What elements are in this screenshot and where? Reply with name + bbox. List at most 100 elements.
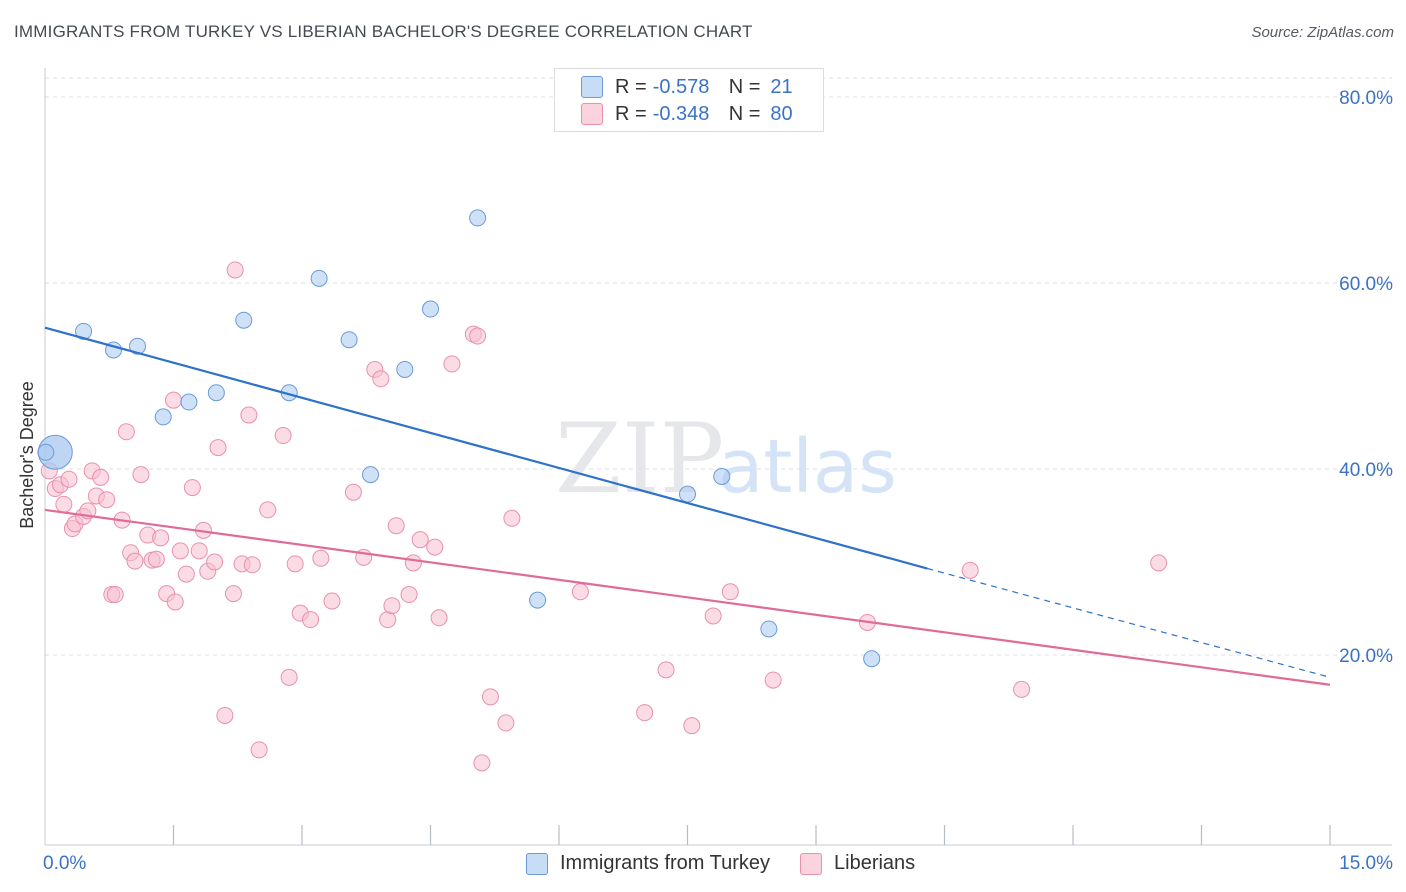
liberians-point — [152, 529, 170, 547]
liberians-point — [344, 483, 362, 501]
liberians-point — [126, 552, 144, 570]
liberians-points — [40, 261, 1168, 772]
liberians-point — [132, 466, 150, 484]
bottom-legend-swatch-liberians — [800, 852, 822, 875]
y-axis-label: Bachelor's Degree — [17, 381, 37, 529]
liberians-point — [206, 553, 224, 571]
liberians-point — [106, 586, 124, 604]
y-tick-label: 20.0% — [1339, 646, 1393, 667]
liberians-point — [302, 611, 320, 629]
legend-row-liberians: R = -0.348 N = 80 — [581, 102, 793, 126]
tick-labels: 20.0% 40.0% 60.0% 80.0% 0.0% 15.0% — [43, 88, 1393, 874]
turkey-trendline — [44, 326, 928, 570]
liberians-point — [404, 554, 422, 572]
liberians-point — [411, 531, 429, 549]
legend-r-value: -0.348 — [652, 102, 710, 125]
liberians-point — [60, 470, 78, 488]
turkey-point — [129, 337, 147, 355]
chart-title: IMMIGRANTS FROM TURKEY VS LIBERIAN BACHE… — [14, 22, 753, 41]
liberians-point — [387, 517, 405, 535]
liberians-point — [274, 427, 292, 445]
stats-legend: R = -0.578 N = 21 R = -0.348 N = 80 — [554, 68, 824, 132]
liberians-point — [961, 561, 979, 579]
turkey-point — [396, 360, 414, 378]
liberians-point — [372, 370, 390, 388]
liberians-point — [224, 585, 242, 603]
turkey-points — [37, 209, 881, 668]
watermark-zip: ZIP — [555, 403, 724, 515]
liberians-point — [721, 583, 739, 601]
y-tick-label: 80.0% — [1339, 88, 1393, 109]
liberians-point — [443, 355, 461, 373]
liberians-point — [481, 688, 499, 706]
liberians-point — [1150, 554, 1168, 572]
x-tick-label: 0.0% — [43, 853, 86, 874]
legend-n-label: N = — [728, 75, 761, 98]
liberians-point — [190, 542, 208, 560]
liberians-point — [503, 509, 521, 527]
turkey-point — [180, 393, 198, 411]
liberians-point — [177, 565, 195, 583]
liberians-point — [243, 556, 261, 574]
turkey-trendline-extension — [927, 567, 1331, 678]
liberians-point — [430, 609, 448, 627]
y-tick-label: 60.0% — [1339, 274, 1393, 295]
liberians-point — [259, 501, 277, 519]
liberians-point — [280, 668, 298, 686]
liberians-point — [312, 549, 330, 567]
liberians-point — [571, 583, 589, 601]
liberians-point — [497, 714, 515, 732]
liberians-point — [226, 261, 244, 279]
legend-n-label: N = — [728, 102, 761, 125]
liberians-point — [469, 327, 487, 345]
liberians-point — [426, 538, 444, 556]
trendlines — [44, 326, 1331, 686]
turkey-point — [75, 322, 93, 340]
bottom-legend-swatch-turkey — [526, 852, 548, 875]
turkey-point — [37, 443, 55, 461]
turkey-point — [529, 591, 547, 609]
bottom-legend-turkey: Immigrants from Turkey — [526, 852, 770, 875]
liberians-point — [400, 586, 418, 604]
liberians-point — [147, 550, 165, 568]
liberians-point — [98, 491, 116, 509]
x-tick-label: 15.0% — [1339, 853, 1393, 874]
liberians-point — [165, 391, 182, 409]
liberians-point — [240, 406, 258, 424]
turkey-point — [679, 485, 696, 503]
turkey-point — [340, 331, 358, 349]
turkey-point — [713, 467, 731, 485]
turkey-point — [422, 300, 439, 318]
legend-r-value: -0.578 — [652, 75, 710, 98]
turkey-point — [154, 408, 172, 426]
turkey-point — [469, 209, 487, 227]
liberians-point — [166, 593, 184, 611]
liberians-point — [55, 495, 73, 513]
liberians-point — [704, 607, 722, 625]
legend-r-label: R = — [615, 75, 647, 98]
liberians-point — [286, 555, 304, 573]
liberians-point — [92, 468, 110, 486]
liberians-point — [216, 706, 234, 724]
bottom-legend-label-turkey: Immigrants from Turkey — [560, 852, 771, 874]
y-tick-label: 40.0% — [1339, 460, 1393, 481]
liberians-point — [209, 439, 227, 457]
legend-r-label: R = — [615, 102, 647, 125]
liberians-point — [171, 542, 189, 560]
liberians-point — [683, 717, 701, 735]
turkey-point — [235, 311, 253, 329]
turkey-point — [207, 384, 225, 402]
turkey-point — [760, 620, 778, 638]
liberians-point — [183, 479, 201, 497]
liberians-point — [250, 741, 268, 759]
liberians-point — [323, 592, 341, 610]
liberians-point — [1013, 680, 1031, 698]
liberians-point — [764, 671, 782, 689]
legend-swatch-liberians — [581, 103, 603, 125]
watermark: ZIP atlas — [555, 403, 897, 515]
watermark-atlas: atlas — [718, 424, 897, 510]
legend-n-value: 80 — [770, 102, 793, 125]
legend-swatch-turkey — [581, 76, 603, 98]
liberians-point — [657, 661, 675, 679]
